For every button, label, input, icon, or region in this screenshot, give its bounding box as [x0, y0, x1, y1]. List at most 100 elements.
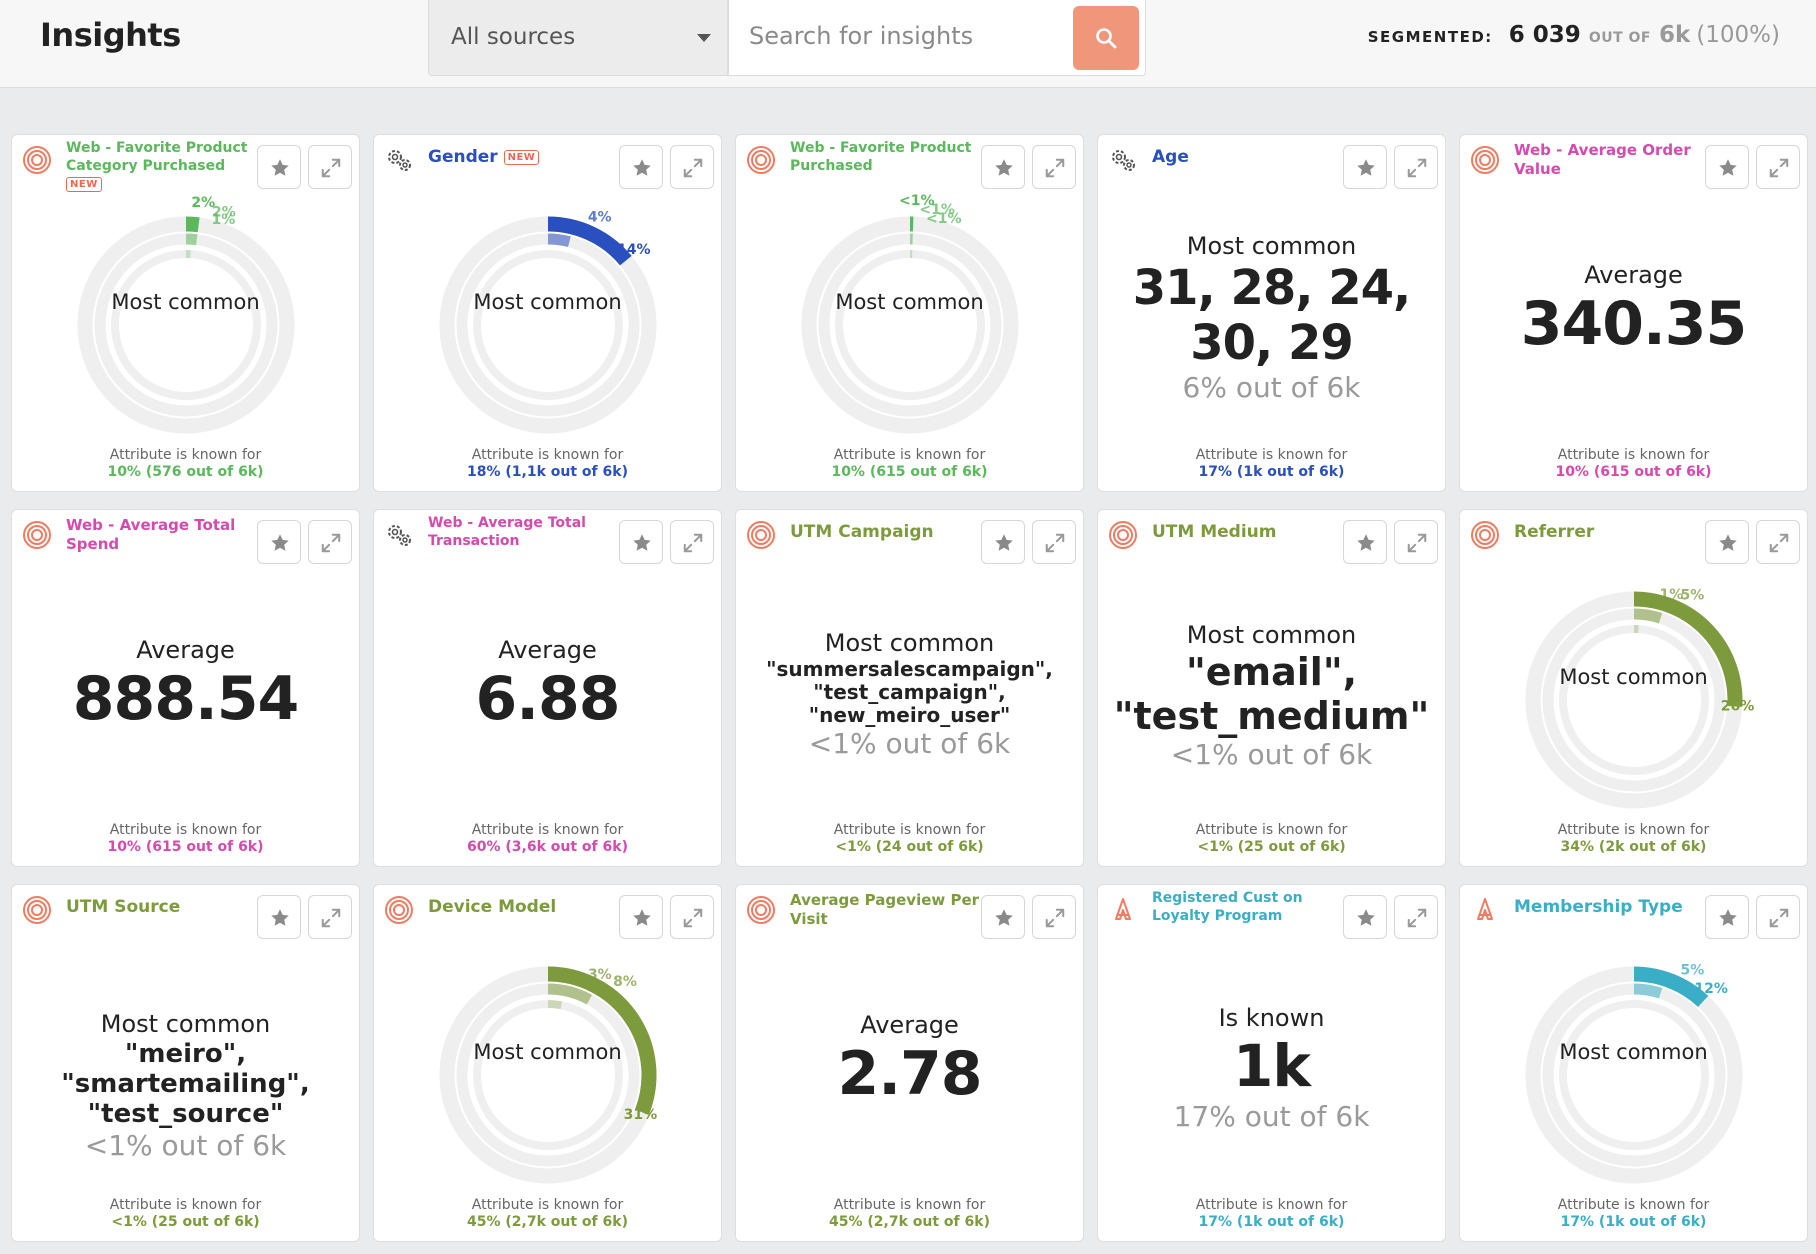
card-footer: Attribute is known for 17% (1k out of 6k)	[1098, 447, 1445, 481]
known-label: Attribute is known for	[1195, 447, 1348, 463]
favorite-button[interactable]	[1705, 520, 1749, 564]
card-title: UTM Medium	[1152, 522, 1348, 543]
favorite-button[interactable]	[257, 145, 301, 189]
card-title: Average Pageview Per Visit	[790, 891, 986, 929]
expand-button[interactable]	[308, 145, 352, 189]
known-percent: 18% (1,1k out of 6k)	[467, 464, 628, 480]
expand-button[interactable]	[1756, 520, 1800, 564]
card-title-text: Average Pageview Per Visit	[790, 891, 980, 928]
expand-button[interactable]	[1032, 145, 1076, 189]
favorite-button[interactable]	[619, 145, 663, 189]
expand-button[interactable]	[1394, 520, 1438, 564]
known-percent: 45% (2,7k out of 6k)	[467, 1214, 628, 1230]
source-select[interactable]: All sources	[428, 0, 728, 76]
stat-value: "summersalescampaign", "test_campaign", …	[766, 657, 1053, 727]
stat-value: 1k	[1233, 1032, 1311, 1100]
known-label: Attribute is known for	[471, 1197, 624, 1213]
loyalty-source-icon	[1108, 895, 1138, 925]
donut-percent-label: <1%	[926, 211, 962, 227]
donut-ring-track	[818, 233, 1001, 417]
donut-slice	[1633, 983, 1662, 999]
search-input[interactable]	[749, 18, 1049, 54]
favorite-button[interactable]	[981, 520, 1025, 564]
expand-button[interactable]	[1394, 145, 1438, 189]
donut-slice	[185, 216, 200, 233]
donut-ring-track	[834, 250, 985, 400]
favorite-button[interactable]	[981, 895, 1025, 939]
expand-button[interactable]	[1756, 145, 1800, 189]
donut-percent-label: 1%	[1659, 587, 1683, 603]
card-title: Age	[1152, 147, 1348, 168]
card-title-text: Web - Favorite Product Category Purchase…	[66, 140, 248, 174]
known-label: Attribute is known for	[833, 1197, 986, 1213]
known-percent: 17% (1k out of 6k)	[1198, 1214, 1345, 1230]
stat-heading: Average	[498, 636, 597, 664]
donut-slice	[547, 983, 592, 1005]
expand-button[interactable]	[1032, 895, 1076, 939]
expand-button[interactable]	[670, 895, 714, 939]
known-label: Attribute is known for	[1557, 447, 1710, 463]
insight-card: UTM Campaign Most common "summersalescampa…	[735, 509, 1084, 867]
card-title-text: Web - Average Total Transaction	[428, 515, 586, 549]
known-label: Attribute is known for	[1195, 822, 1348, 838]
known-percent: 10% (615 out of 6k)	[107, 839, 264, 855]
insight-card: Referrer 26% 5% 1% Most common Attribute is k…	[1459, 509, 1808, 867]
donut-chart: 31% 8%3%	[439, 966, 657, 1184]
page-title: Insights	[40, 16, 181, 54]
stat-subtext: 17% out of 6k	[1173, 1100, 1370, 1133]
favorite-button[interactable]	[257, 895, 301, 939]
card-title: Web - Favorite Product Category Purchase…	[66, 139, 262, 193]
favorite-button[interactable]	[981, 145, 1025, 189]
card-title-text: Web - Favorite Product Purchased	[790, 140, 972, 174]
favorite-button[interactable]	[1343, 145, 1387, 189]
meiro-web-icon	[1108, 520, 1138, 550]
card-title: Registered Cust on Loyalty Program	[1152, 889, 1348, 925]
card-footer: Attribute is known for 45% (2,7k out of 6…	[736, 1197, 1083, 1231]
favorite-button[interactable]	[619, 520, 663, 564]
average-stat: Average 2.78	[736, 1010, 1083, 1109]
insight-card: Web - Favorite Product Purchased <1% <1% <1…	[735, 134, 1084, 492]
donut-slice	[1633, 608, 1662, 624]
donut-ring-track	[1542, 983, 1725, 1167]
donut-ring-track	[1542, 608, 1725, 792]
card-title: Gender NEW	[428, 147, 624, 168]
expand-button[interactable]	[670, 145, 714, 189]
donut-percent-label: <1%	[919, 202, 955, 218]
favorite-button[interactable]	[1343, 520, 1387, 564]
expand-button[interactable]	[1756, 895, 1800, 939]
known-label: Attribute is known for	[833, 447, 986, 463]
card-title-text: Gender	[428, 147, 498, 167]
donut-chart: 26% 5%1%	[1525, 587, 1754, 809]
donut-percent-label: 2%	[191, 195, 215, 211]
card-footer: Attribute is known for <1% (25 out of 6k)	[12, 1197, 359, 1231]
donut-percent-label: 1%	[211, 212, 235, 228]
stat-heading: Average	[136, 636, 235, 664]
stat-value: "meiro", "smartemailing", "test_source"	[61, 1039, 310, 1129]
favorite-button[interactable]	[619, 895, 663, 939]
favorite-button[interactable]	[1705, 895, 1749, 939]
gears-icon	[384, 520, 414, 550]
donut-slice	[1633, 966, 1708, 1007]
known-label: Attribute is known for	[109, 822, 262, 838]
gears-icon	[1108, 145, 1138, 175]
donut-percent-label: <1%	[899, 193, 935, 209]
stat-heading: Most common	[100, 1010, 271, 1038]
card-title: UTM Source	[66, 897, 262, 918]
segmented-percent: (100%)	[1696, 22, 1780, 48]
expand-button[interactable]	[1394, 895, 1438, 939]
search-icon	[1096, 28, 1117, 49]
expand-button[interactable]	[308, 520, 352, 564]
meiro-web-icon	[746, 895, 776, 925]
card-footer: Attribute is known for 17% (1k out of 6k)	[1460, 1197, 1807, 1231]
meiro-web-icon	[22, 145, 52, 175]
card-footer: Attribute is known for 10% (615 out of 6k…	[736, 447, 1083, 481]
search-button[interactable]	[1073, 6, 1139, 70]
expand-button[interactable]	[670, 520, 714, 564]
donut-chart: 2%2%1%	[77, 195, 294, 434]
favorite-button[interactable]	[257, 520, 301, 564]
stat-heading: Average	[860, 1011, 959, 1039]
favorite-button[interactable]	[1343, 895, 1387, 939]
favorite-button[interactable]	[1705, 145, 1749, 189]
expand-button[interactable]	[308, 895, 352, 939]
expand-button[interactable]	[1032, 520, 1076, 564]
